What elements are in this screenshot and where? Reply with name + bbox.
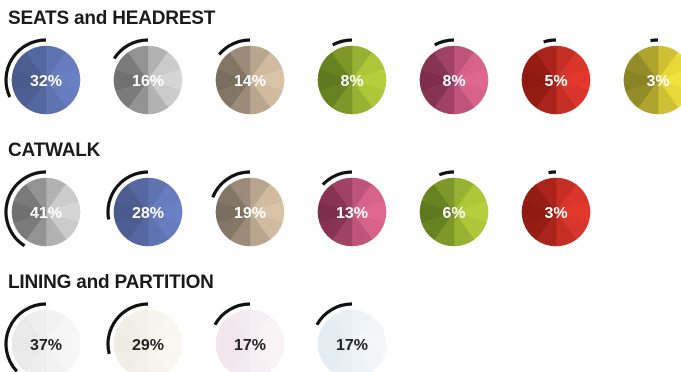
percent-label: 17% [336, 337, 368, 354]
pie-wedge [331, 177, 353, 213]
pie-wedge [127, 45, 149, 81]
percent-label: 28% [132, 205, 164, 222]
share-arc [213, 302, 251, 326]
percent-label: 6% [442, 205, 465, 222]
pie-wedge [657, 72, 681, 88]
pie-wedge [25, 177, 47, 213]
pie-wedge [637, 45, 659, 81]
pie-wedge [535, 177, 557, 213]
section-title-seats-headrest: SEATS and HEADREST [8, 8, 216, 29]
percent-label: 19% [234, 205, 266, 222]
share-arc [315, 302, 353, 326]
percent-label: 29% [132, 337, 164, 354]
percent-label: 32% [30, 73, 62, 90]
pie-wedge [331, 45, 353, 81]
share-arc [4, 170, 47, 248]
percent-label: 5% [544, 73, 567, 90]
pie-wedge [229, 45, 251, 81]
share-arc [4, 38, 47, 98]
pie-wedge [331, 309, 353, 345]
pie-wedge [229, 177, 251, 213]
share-arc [106, 170, 149, 220]
share-arc [211, 170, 251, 198]
pie-wedge [25, 309, 47, 345]
percent-label: 8% [442, 73, 465, 90]
share-arc [650, 38, 659, 43]
percent-label: 37% [30, 337, 62, 354]
percent-label: 41% [30, 205, 62, 222]
pie-wedge [229, 309, 251, 345]
share-arc [217, 38, 251, 56]
percent-label: 16% [132, 73, 164, 90]
percent-label: 17% [234, 337, 266, 354]
share-arc [4, 302, 47, 372]
share-arc [433, 38, 455, 47]
percent-label: 3% [646, 73, 669, 90]
pie-wedge [25, 45, 47, 81]
pie-wedge [433, 177, 455, 213]
share-arc [106, 302, 149, 355]
percent-label: 14% [234, 73, 266, 90]
pie-wedge [433, 45, 455, 81]
pie-wedge [127, 177, 149, 213]
share-arc [112, 38, 149, 60]
percent-label: 13% [336, 205, 368, 222]
pie-wedge [127, 309, 149, 345]
percent-label: 8% [340, 73, 363, 90]
share-arc [321, 170, 353, 186]
pie-wedge [657, 52, 681, 81]
section-title-catwalk: CATWALK [8, 140, 101, 161]
share-arc [548, 170, 557, 175]
percent-label: 3% [544, 205, 567, 222]
share-arc [543, 38, 557, 44]
pie-wedge [535, 45, 557, 81]
section-title-lining-partition: LINING and PARTITION [8, 272, 214, 293]
share-arc [331, 38, 353, 47]
share-arc [438, 170, 455, 177]
